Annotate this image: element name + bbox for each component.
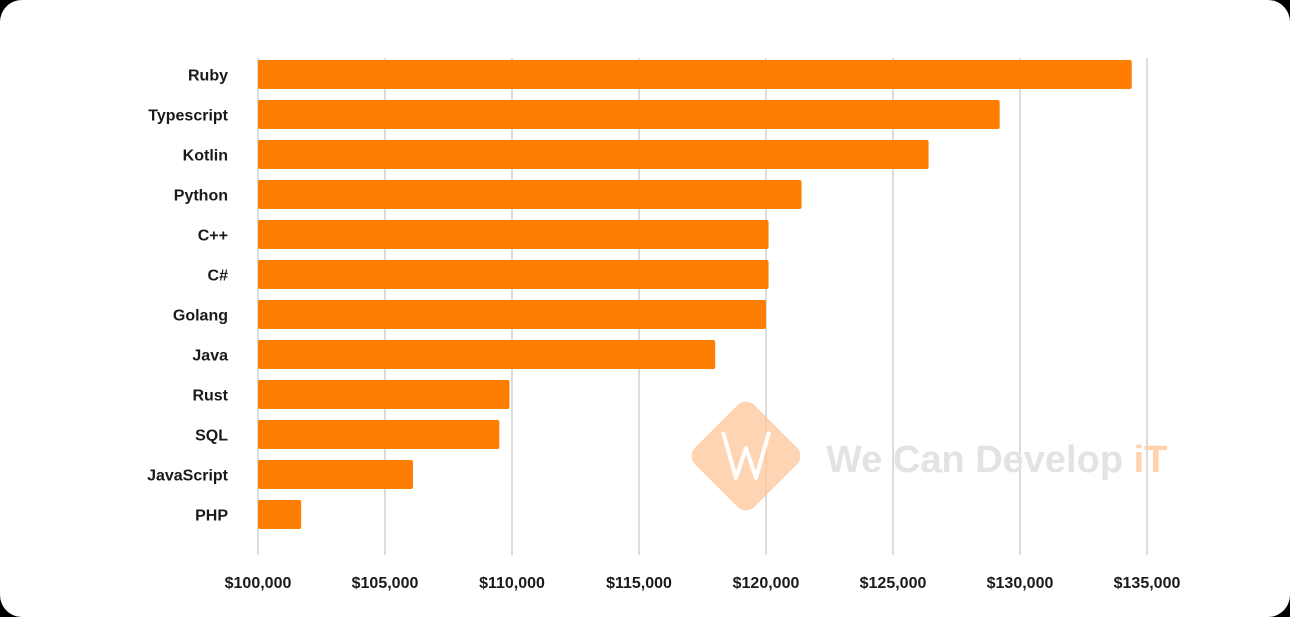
bar <box>258 340 716 369</box>
category-label: PHP <box>195 508 228 525</box>
category-label: Java <box>192 348 228 365</box>
bar <box>258 260 769 289</box>
bar <box>258 420 500 449</box>
x-tick-label: $105,000 <box>352 575 419 592</box>
logo-w-mark <box>721 431 771 480</box>
bar <box>258 100 1000 129</box>
x-tick-label: $115,000 <box>606 575 672 592</box>
watermark: We Can Develop iT <box>691 401 1167 511</box>
category-label: Ruby <box>188 68 228 85</box>
bar <box>258 60 1132 89</box>
category-label: Golang <box>173 308 228 325</box>
bar <box>258 500 302 529</box>
bar <box>258 220 769 249</box>
x-tick-label: $120,000 <box>733 575 800 592</box>
category-label: C++ <box>198 228 228 245</box>
bar <box>258 140 929 169</box>
category-label: Python <box>174 188 228 205</box>
category-label: SQL <box>195 428 228 445</box>
x-tick-label: $130,000 <box>987 575 1054 592</box>
x-axis-tick-labels: $100,000 $105,000 $110,000 $115,000 $120,000… <box>225 575 1181 592</box>
category-label: Typescript <box>148 108 228 125</box>
bar <box>258 180 802 209</box>
category-label: Kotlin <box>183 148 228 165</box>
category-label: C# <box>208 268 229 285</box>
wecandevelopit-logo-icon <box>691 401 801 511</box>
x-tick-label: $110,000 <box>479 575 545 592</box>
watermark-text: We Can Develop iT <box>826 439 1167 481</box>
x-tick-label: $135,000 <box>1114 575 1181 592</box>
category-label: JavaScript <box>147 468 229 485</box>
bar <box>258 300 766 329</box>
bars <box>258 60 1132 529</box>
bar <box>258 460 413 489</box>
category-labels: Ruby Typescript Kotlin Python C++ C# Golang Jav… <box>147 68 229 525</box>
bar <box>258 380 510 409</box>
x-tick-label: $100,000 <box>225 575 292 592</box>
category-label: Rust <box>192 388 228 405</box>
x-tick-label: $125,000 <box>860 575 927 592</box>
